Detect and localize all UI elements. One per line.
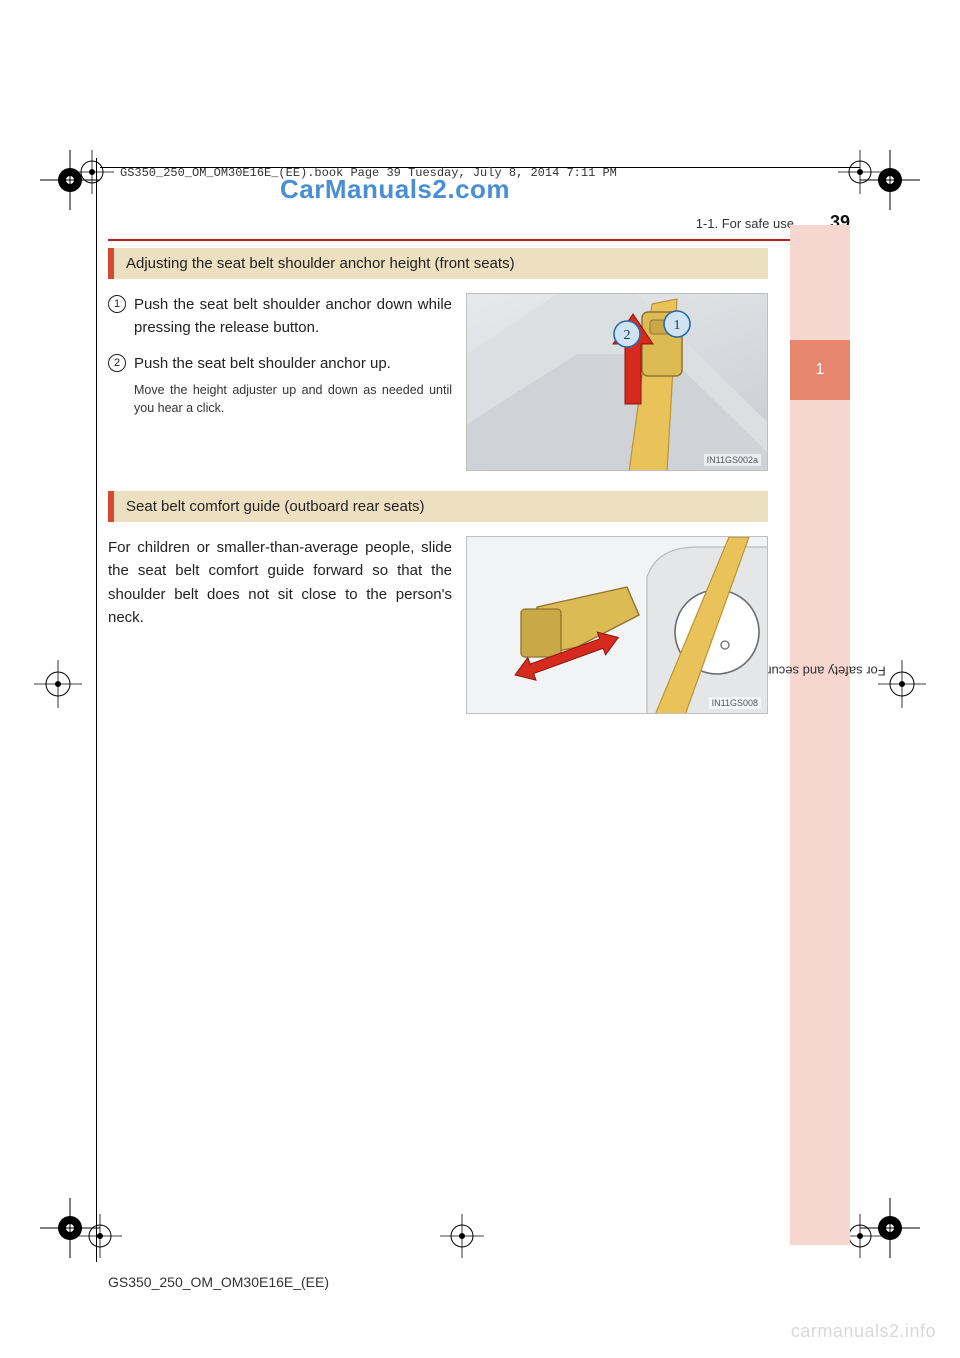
step-num-1: 1 [108, 295, 126, 313]
section-2-row: For children or smaller-than-average peo… [108, 536, 768, 714]
step-2-note: Move the height adjuster up and down as … [134, 381, 452, 417]
regmark-top-right-2 [838, 150, 882, 194]
section-2-text: For children or smaller-than-average peo… [108, 536, 452, 714]
chapter-title: For safety and security [754, 663, 886, 678]
chapter-number: 1 [816, 361, 825, 379]
watermark-bottom: carmanuals2.info [791, 1321, 936, 1342]
figure-1-col: 1 2 IN11GS002a [466, 293, 768, 471]
footer-doc-id: GS350_250_OM_OM30E16E_(EE) [108, 1274, 329, 1290]
section-1-text: 1 Push the seat belt shoulder anchor dow… [108, 293, 452, 471]
figure-2-col: IN11GS008 [466, 536, 768, 714]
section-label: 1-1. For safe use [696, 216, 794, 231]
regmark-mid-left [34, 660, 82, 708]
section-2-paragraph: For children or smaller-than-average peo… [108, 536, 452, 629]
section-1-row: 1 Push the seat belt shoulder anchor dow… [108, 293, 768, 471]
step-1: 1 Push the seat belt shoulder anchor dow… [108, 293, 452, 340]
step-1-text: Push the seat belt shoulder anchor down … [134, 293, 452, 340]
figure-1: 1 2 IN11GS002a [466, 293, 768, 471]
watermark-top: CarManuals2.com [280, 174, 510, 205]
page-header: 1-1. For safe use 39 [108, 212, 850, 241]
figure-1-code: IN11GS002a [704, 454, 761, 466]
figure-2-code: IN11GS008 [709, 697, 761, 709]
step-2-text: Push the seat belt shoulder anchor up. [134, 352, 452, 375]
svg-text:2: 2 [624, 328, 631, 343]
regmark-top-left-2 [70, 150, 114, 194]
side-tab-column: 1 For safety and security [790, 225, 850, 1245]
content: Adjusting the seat belt shoulder anchor … [108, 248, 768, 734]
section-heading-2: Seat belt comfort guide (outboard rear s… [108, 491, 768, 522]
section-heading-1: Adjusting the seat belt shoulder anchor … [108, 248, 768, 279]
regmark-bot-left-2 [78, 1214, 122, 1258]
crop-line-left [96, 158, 97, 1262]
svg-text:1: 1 [674, 318, 681, 333]
step-2: 2 Push the seat belt shoulder anchor up.… [108, 352, 452, 418]
figure-2: IN11GS008 [466, 536, 768, 714]
regmark-bot-mid [440, 1214, 484, 1258]
step-num-2: 2 [108, 354, 126, 372]
chapter-tab: 1 [790, 340, 850, 400]
